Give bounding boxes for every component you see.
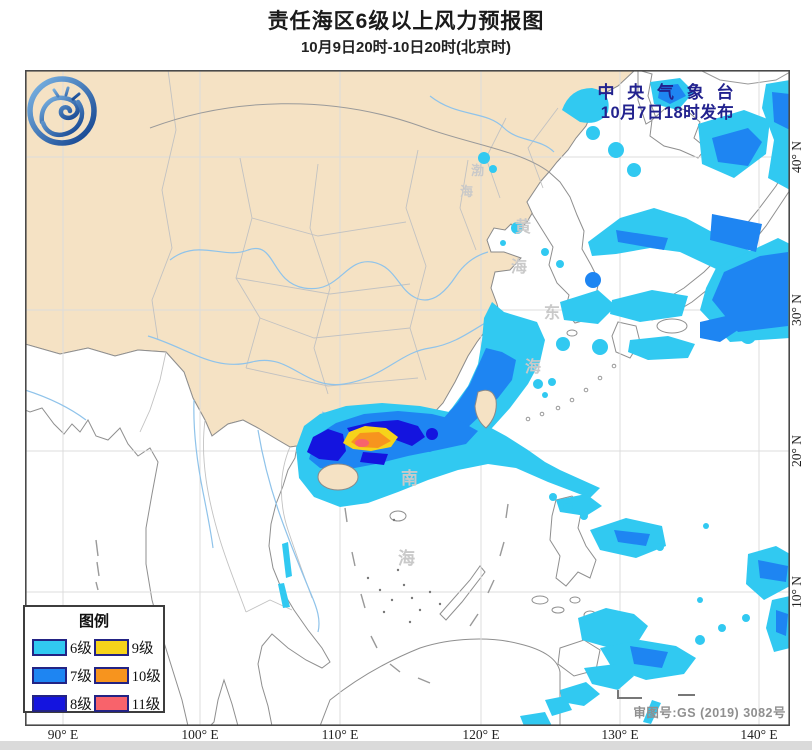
islands-overlay: [317, 389, 497, 491]
lon-axis-label: 120° E: [462, 727, 500, 742]
legend-grid: 6级 9级 7级 10级 8级 11级: [25, 631, 163, 714]
legend-swatch-wind6: [32, 639, 67, 656]
legend-label: 7级: [70, 669, 92, 685]
coastlines-foreign: [24, 69, 791, 727]
okhotsk-coast: [699, 69, 791, 85]
legend-label: 10级: [131, 669, 161, 685]
legend-item: 8级: [32, 693, 92, 714]
spratly-dots: [366, 518, 442, 624]
issuer-block: 中 央 气 象 台 10月7日18时发布: [585, 82, 750, 124]
legend-item: 7级: [32, 665, 92, 686]
lon-axis-label: 100° E: [181, 727, 219, 742]
legend-swatch-wind9: [93, 639, 129, 656]
legend-item: 10级: [93, 665, 161, 686]
lon-axis-label: 90° E: [47, 727, 79, 742]
svg-text:海: 海: [511, 257, 527, 276]
taiwan-island: [474, 389, 497, 429]
paracel-islet: [389, 510, 407, 522]
cma-logo-icon: [27, 76, 97, 146]
lat-axis-label: 20° N: [789, 434, 804, 468]
issuer-agency: 中 央 气 象 台: [597, 83, 738, 102]
lon-axis-label: 140° E: [740, 727, 778, 742]
lat-axis-label: 40° N: [789, 140, 804, 174]
nine-dash-line: [344, 503, 509, 684]
legend: 图例 6级 9级 7级 10级 8级 11级: [23, 605, 165, 713]
svg-text:渤: 渤: [471, 163, 484, 178]
map-frame: [24, 70, 791, 727]
legend-swatch-wind7: [32, 667, 67, 684]
korea-peninsula: [526, 171, 602, 324]
page-subtitle: 10月9日20时-10日20时(北京时): [300, 39, 512, 56]
svg-text:海: 海: [460, 184, 473, 199]
indochina: [24, 343, 331, 727]
svg-text:黄: 黄: [515, 217, 531, 236]
lat-axis-label: 30° N: [789, 293, 804, 327]
shikoku: [656, 318, 688, 334]
legend-title: 图例: [78, 613, 109, 630]
svg-text:海: 海: [398, 548, 415, 568]
wind-level-11-areas: [355, 439, 369, 447]
legend-label: 6级: [70, 641, 92, 657]
rivers: [24, 95, 555, 633]
legend-label: 8级: [70, 697, 92, 713]
issuer-time: 10月7日18时发布: [600, 104, 735, 123]
bottom-strip: [0, 741, 812, 750]
page-title: 责任海区6级以上风力预报图: [267, 10, 545, 33]
wind-level-7-areas: [309, 84, 790, 668]
lat-axis-label: 10° N: [789, 575, 804, 609]
legend-item: 9级: [93, 637, 161, 658]
lon-axis-label: 110° E: [321, 727, 359, 742]
andaman-islands: [95, 539, 100, 591]
svg-text:南: 南: [401, 468, 418, 488]
forecast-map: 30 10: [24, 69, 791, 727]
legend-swatch-wind8: [32, 695, 67, 712]
borneo-coast: [319, 638, 561, 727]
svg-text:东: 东: [544, 303, 560, 322]
sea-name-labels: 渤 海 黄 海 东 海 南 海: [398, 163, 560, 568]
legend-swatch-wind10: [93, 667, 129, 684]
svg-text:海: 海: [525, 357, 541, 376]
ryukyu-islands: [525, 363, 617, 422]
palawan: [439, 565, 486, 621]
map-canvas: 30 10: [24, 69, 791, 727]
hainan-island: [317, 463, 359, 491]
legend-label: 9级: [131, 641, 154, 657]
mongolia-border: [149, 103, 550, 173]
legend-item: 6级: [32, 637, 92, 658]
map-approval-note: 审图号:GS (2019) 3082号: [633, 706, 786, 720]
legend-label: 11级: [131, 697, 161, 713]
legend-item: 11级: [93, 693, 161, 714]
scale-bar: [617, 690, 695, 699]
lon-axis-label: 130° E: [601, 727, 639, 742]
jeju-island: [566, 329, 578, 337]
legend-swatch-wind11: [93, 695, 129, 712]
